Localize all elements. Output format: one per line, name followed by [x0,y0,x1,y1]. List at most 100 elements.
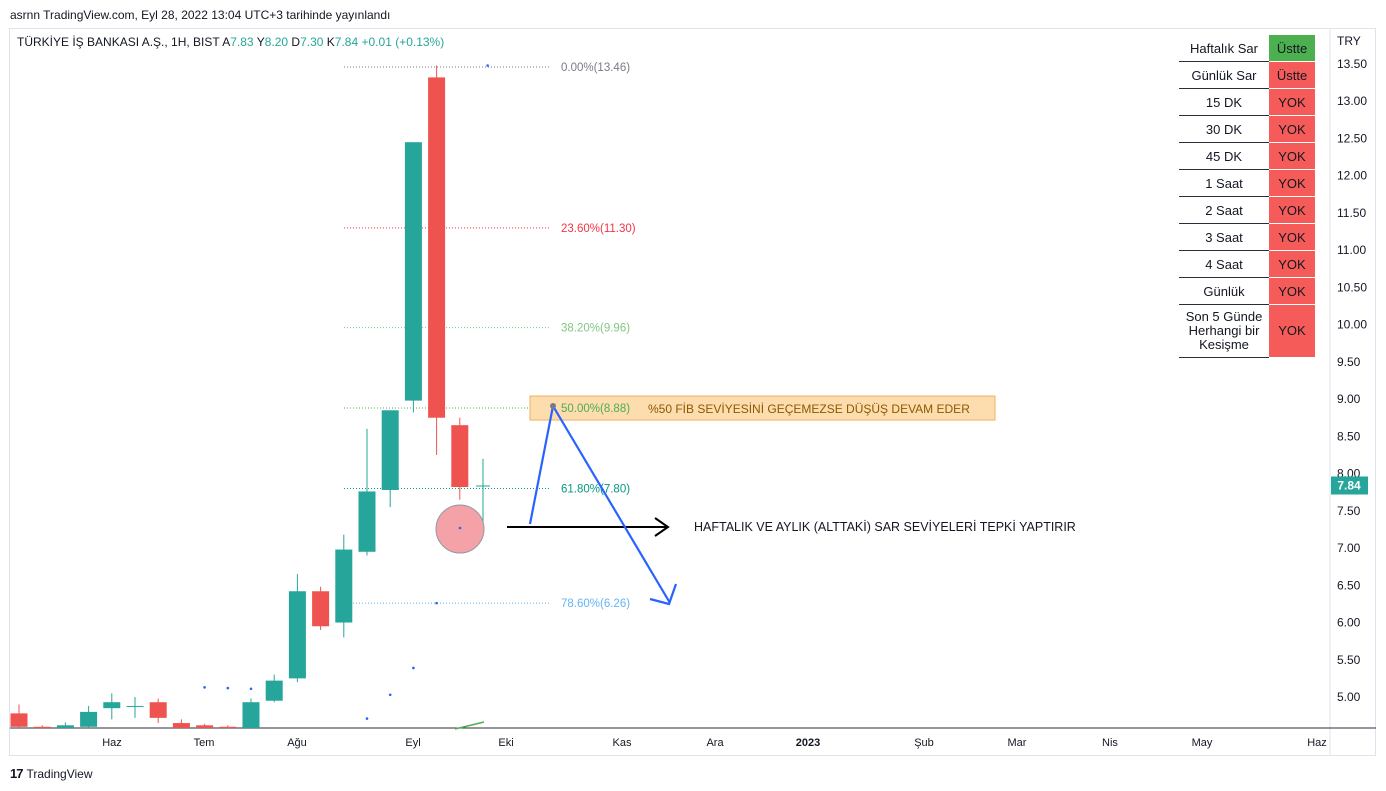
projection-path [528,402,671,604]
status-label: 30 DK [1179,115,1269,143]
status-value: YOK [1269,196,1315,224]
sar-note-text: HAFTALIK VE AYLIK (ALTTAKİ) SAR SEVİYELE… [694,520,1076,534]
tradingview-logo-icon: 17 [10,766,24,781]
sar-dot [249,687,253,691]
y-tick-label: 5.50 [1337,653,1361,667]
status-value: YOK [1269,88,1315,116]
y-tick-label: 7.00 [1337,541,1361,555]
x-tick-label: Kas [613,737,632,749]
status-value: YOK [1269,115,1315,143]
chart-frame [9,28,1376,756]
candle-body [126,705,144,707]
candle-body [196,725,214,728]
fib-level-label: 78.60%(6.26) [561,598,630,610]
footer-brand: TradingView [26,766,93,781]
status-value: YOK [1269,223,1315,251]
status-label: 3 Saat [1179,223,1269,251]
publish-caption: asrnn TradingView.com, Eyl 28, 2022 13:0… [10,8,391,22]
candle-body [335,549,353,623]
x-tick-label: Ara [706,737,724,749]
status-label: Günlük [1179,277,1269,305]
last-price-label: 7.84 [1337,479,1361,493]
annotation-arrowhead [654,517,670,537]
status-label: 2 Saat [1179,196,1269,224]
status-value: YOK [1269,277,1315,305]
projection-anchor [550,403,556,409]
last-price-tag [1331,476,1368,495]
status-label: Günlük Sar [1179,61,1269,89]
x-tick-label: 2023 [796,737,820,749]
candle-body [428,77,446,418]
y-tick-label: 11.00 [1337,243,1366,257]
y-tick-label: 10.00 [1337,318,1367,332]
status-value: YOK [1269,250,1315,278]
candle-body [312,591,330,627]
y-tick-label: 5.00 [1337,690,1361,704]
candle-body [381,410,399,490]
status-row: 1 Saat YOK [1179,169,1315,197]
y-tick-label: 11.50 [1337,206,1366,220]
status-row: 4 Saat YOK [1179,250,1315,278]
y-tick-label: 13.50 [1337,57,1367,71]
y-tick-label: 12.00 [1337,169,1367,183]
y-tick-label: 7.50 [1337,504,1361,518]
status-row: Haftalık Sar Üstte [1179,35,1315,62]
fib-level-label: 0.00%(13.46) [561,62,630,74]
x-tick-label: Mar [1008,737,1027,749]
candle-body [10,713,28,727]
candle-body [358,491,376,552]
status-row: 45 DK YOK [1179,142,1315,170]
status-row: 2 Saat YOK [1179,196,1315,224]
fib-level-label: 38.20%(9.96) [561,323,630,335]
candle-body [103,702,121,709]
x-tick-label: Nis [1102,737,1118,749]
status-label: Haftalık Sar [1179,35,1269,62]
sar-dot [412,666,415,670]
candle-body [265,680,283,701]
candle-body [288,591,306,679]
status-value: YOK [1269,142,1315,170]
sar-dot [365,717,369,720]
status-label: 15 DK [1179,88,1269,116]
fib-50-label: 50.00%(8.88) [561,403,630,415]
sar-dot [486,64,489,67]
currency-label: TRY [1337,34,1361,48]
fib-level-label: 61.80%(7.80) [561,483,630,495]
y-tick-label: 10.50 [1337,280,1367,294]
fib-note-text: %50 FİB SEVİYESİNİ GEÇEMEZSE DÜŞÜŞ DEVAM… [648,402,970,416]
candle-body [404,142,422,401]
status-row: Günlük Sar Üstte [1179,61,1315,89]
y-tick-label: 6.50 [1337,578,1361,592]
candle-body [149,702,167,718]
sar-dot [458,526,462,530]
x-tick-label: Haz [1307,737,1327,749]
x-tick-label: Haz [102,737,122,749]
y-tick-label: 9.00 [1337,392,1361,406]
status-row: Günlük YOK [1179,277,1315,305]
x-tick-label: Tem [194,737,215,749]
status-value: YOK [1269,304,1315,358]
candle-body [172,723,190,728]
y-tick-label: 12.50 [1337,131,1367,145]
status-row: 30 DK YOK [1179,115,1315,143]
footer: 17 TradingView [10,766,93,781]
candle-body [219,726,237,728]
status-value: Üstte [1269,35,1315,62]
status-row: Son 5 Günde Herhangi bir Kesişme YOK [1179,304,1315,358]
projection-arrowhead [649,583,678,606]
y-tick-label: 6.00 [1337,616,1361,630]
sar-dot [388,693,392,697]
fib-level-label: 23.60%(11.30) [561,223,636,235]
y-tick-label: 9.50 [1337,355,1361,369]
status-label: 1 Saat [1179,169,1269,197]
sar-status-table: Haftalık Sar Üstte Günlük Sar Üstte 15 DK YOK… [1179,35,1315,358]
sar-dot [226,686,230,690]
status-row: 15 DK YOK [1179,88,1315,116]
x-tick-label: Ağu [287,737,307,749]
x-tick-label: Eki [498,737,513,749]
sar-dot [435,601,438,605]
x-tick-label: Eyl [405,737,420,749]
symbol-legend: TÜRKİYE İŞ BANKASI A.Ş., 1H, BIST A7.83 … [17,35,444,49]
status-label: 4 Saat [1179,250,1269,278]
